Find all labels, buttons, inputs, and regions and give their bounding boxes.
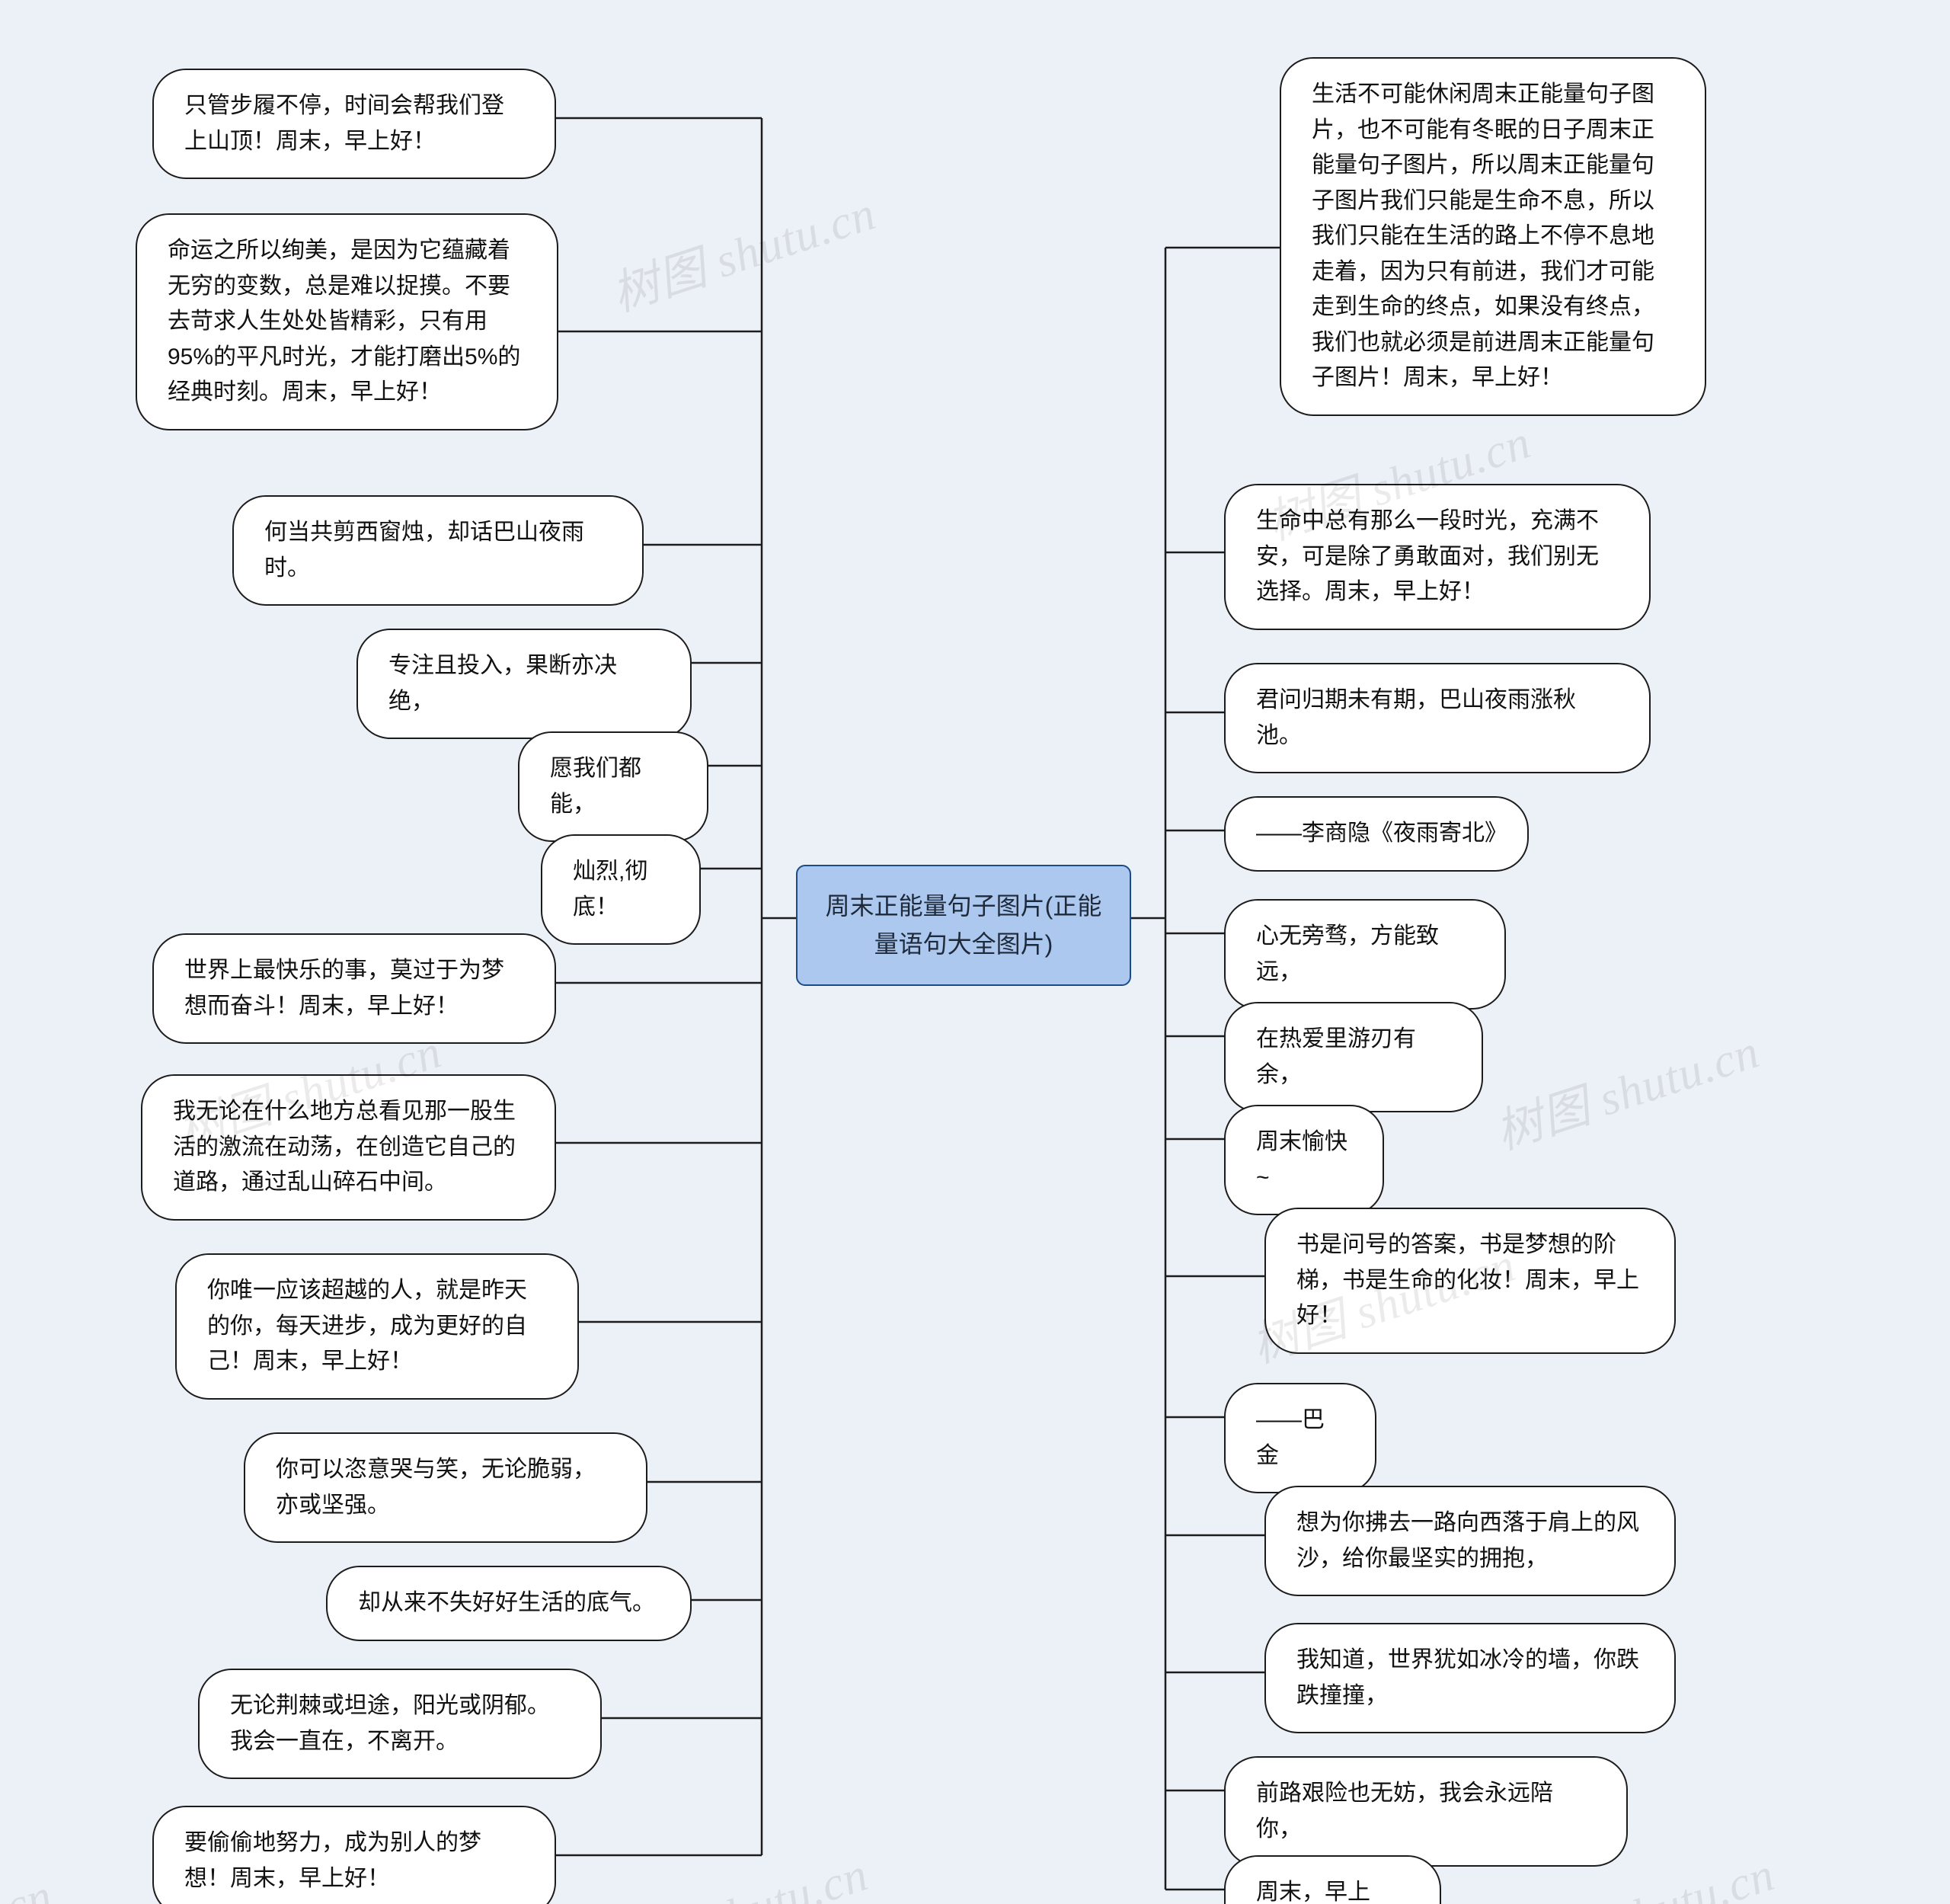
node-R4: ——李商隐《夜雨寄北》 xyxy=(1224,796,1529,872)
mindmap-canvas: 周末正能量句子图片(正能量语句大全图片) 只管步履不停，时间会帮我们登上山顶！周末… xyxy=(0,0,1950,1904)
node-R1: 生活不可能休闲周末正能量句子图片，也不可能有冬眠的日子周末正能量句子图片，所以周… xyxy=(1280,57,1706,416)
node-text: 灿烈,彻底！ xyxy=(573,859,647,920)
node-R5: 心无旁骛，方能致远， xyxy=(1224,899,1506,1010)
node-text: 生命中总有那么一段时光，充满不安，可是除了勇敢面对，我们别无选择。周末，早上好！ xyxy=(1256,508,1599,604)
node-R6: 在热爱里游刃有余， xyxy=(1224,1002,1483,1112)
node-text: 专注且投入，果断亦决绝， xyxy=(388,653,617,714)
root-line-1: 周末正能量句子图片(正能 xyxy=(820,888,1107,926)
node-L5: 愿我们都能， xyxy=(518,731,708,842)
node-text: 你可以恣意哭与笑，无论脆弱，亦或坚强。 xyxy=(276,1457,596,1518)
node-L7: 世界上最快乐的事，莫过于为梦想而奋斗！周末，早上好！ xyxy=(152,933,556,1044)
node-R11: 我知道，世界犹如冰冷的墙，你跌跌撞撞， xyxy=(1264,1623,1676,1733)
node-R2: 生命中总有那么一段时光，充满不安，可是除了勇敢面对，我们别无选择。周末，早上好！ xyxy=(1224,484,1651,630)
node-L3: 何当共剪西窗烛，却话巴山夜雨时。 xyxy=(232,495,644,606)
watermark: 树图 shutu.cn xyxy=(1485,1013,1766,1162)
node-L11: 却从来不失好好生活的底气。 xyxy=(326,1566,692,1641)
node-text: 在热爱里游刃有余， xyxy=(1256,1026,1416,1087)
node-text: 要偷偷地努力，成为别人的梦想！周末，早上好！ xyxy=(184,1830,481,1891)
node-text: 周末，早上好！ xyxy=(1256,1880,1370,1904)
node-L8: 我无论在什么地方总看见那一股生活的激流在动荡，在创造它自己的道路，通过乱山碎石中… xyxy=(141,1074,556,1221)
node-text: 却从来不失好好生活的底气。 xyxy=(358,1590,655,1615)
root-node: 周末正能量句子图片(正能量语句大全图片) xyxy=(796,865,1131,986)
node-text: 生活不可能休闲周末正能量句子图片，也不可能有冬眠的日子周末正能量句子图片，所以周… xyxy=(1312,82,1654,390)
node-R10: 想为你拂去一路向西落于肩上的风沙，给你最坚实的拥抱， xyxy=(1264,1486,1676,1596)
root-line-2: 量语句大全图片) xyxy=(820,926,1107,964)
node-text: 命运之所以绚美，是因为它蕴藏着无穷的变数，总是难以捉摸。不要去苛求人生处处皆精彩… xyxy=(168,238,520,405)
node-L1: 只管步履不停，时间会帮我们登上山顶！周末，早上好！ xyxy=(152,69,556,179)
node-text: ——巴金 xyxy=(1256,1407,1325,1468)
node-R9: ——巴金 xyxy=(1224,1383,1376,1493)
node-text: 前路艰险也无妨，我会永远陪你， xyxy=(1256,1781,1553,1842)
node-text: 何当共剪西窗烛，却话巴山夜雨时。 xyxy=(264,520,584,581)
node-L13: 要偷偷地努力，成为别人的梦想！周末，早上好！ xyxy=(152,1806,556,1904)
node-R8: 书是问号的答案，书是梦想的阶梯，书是生命的化妆！周末，早上好！ xyxy=(1264,1208,1676,1354)
node-text: 心无旁骛，方能致远， xyxy=(1256,923,1439,984)
node-R13: 周末，早上好！ xyxy=(1224,1855,1441,1904)
node-R3: 君问归期未有期，巴山夜雨涨秋池。 xyxy=(1224,663,1651,773)
node-R12: 前路艰险也无妨，我会永远陪你， xyxy=(1224,1756,1628,1867)
node-L6: 灿烈,彻底！ xyxy=(541,834,701,945)
node-text: 只管步履不停，时间会帮我们登上山顶！周末，早上好！ xyxy=(184,93,504,154)
node-text: 无论荆棘或坦途，阳光或阴郁。我会一直在，不离开。 xyxy=(230,1693,550,1754)
node-L2: 命运之所以绚美，是因为它蕴藏着无穷的变数，总是难以捉摸。不要去苛求人生处处皆精彩… xyxy=(136,213,558,430)
node-L12: 无论荆棘或坦途，阳光或阴郁。我会一直在，不离开。 xyxy=(198,1669,602,1779)
node-text: 愿我们都能， xyxy=(550,756,641,817)
node-R7: 周末愉快~ xyxy=(1224,1105,1384,1215)
node-text: 书是问号的答案，书是梦想的阶梯，书是生命的化妆！周末，早上好！ xyxy=(1296,1232,1639,1328)
node-text: 君问归期未有期，巴山夜雨涨秋池。 xyxy=(1256,687,1576,748)
watermark: 树图 shutu.cn xyxy=(594,1835,875,1904)
node-L10: 你可以恣意哭与笑，无论脆弱，亦或坚强。 xyxy=(244,1432,647,1543)
node-text: 你唯一应该超越的人，就是昨天的你，每天进步，成为更好的自己！周末，早上好！ xyxy=(207,1278,527,1374)
node-text: 我知道，世界犹如冰冷的墙，你跌跌撞撞， xyxy=(1296,1647,1639,1708)
node-text: 想为你拂去一路向西落于肩上的风沙，给你最坚实的拥抱， xyxy=(1296,1510,1639,1571)
node-text: ——李商隐《夜雨寄北》 xyxy=(1256,821,1507,846)
node-L9: 你唯一应该超越的人，就是昨天的你，每天进步，成为更好的自己！周末，早上好！ xyxy=(175,1253,579,1400)
watermark: 树图 shutu.cn xyxy=(602,174,883,324)
node-text: 周末愉快~ xyxy=(1256,1129,1347,1190)
node-L4: 专注且投入，果断亦决绝， xyxy=(356,629,692,739)
node-text: 世界上最快乐的事，莫过于为梦想而奋斗！周末，早上好！ xyxy=(184,958,504,1019)
watermark: shutu.cn xyxy=(0,1869,59,1904)
node-text: 我无论在什么地方总看见那一股生活的激流在动荡，在创造它自己的道路，通过乱山碎石中… xyxy=(173,1099,516,1195)
